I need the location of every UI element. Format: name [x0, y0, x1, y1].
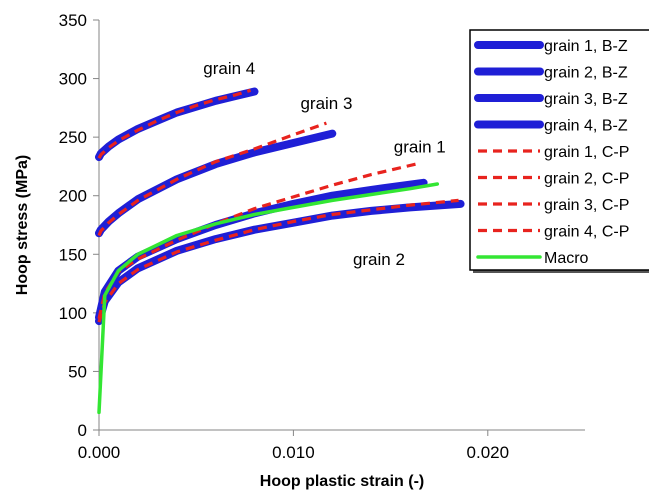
series-line-4 [95, 87, 259, 162]
annotation-label: grain 3 [300, 94, 352, 113]
legend-label: grain 4, B-Z [544, 118, 628, 135]
annotations: grain 4 grain 3 grain 1 grain 2 [203, 59, 445, 269]
legend-label: grain 3, B-Z [544, 91, 628, 108]
series-lines [95, 87, 465, 415]
x-tick-label: 0.010 [272, 443, 315, 462]
y-tick-label: 250 [59, 128, 87, 147]
legend-label: grain 3, C-P [544, 197, 629, 214]
x-tick-label: 0.000 [78, 443, 121, 462]
legend-label: grain 2, C-P [544, 171, 629, 188]
series-line-8 [97, 88, 252, 159]
axes: 0 50 100 150 200 250 300 350 0.000 0.010 0.020 [59, 11, 585, 462]
legend-label: grain 1, B-Z [544, 38, 628, 55]
y-tick-label: 150 [59, 245, 87, 264]
y-axis-title: Hoop stress (MPa) [14, 155, 31, 295]
series-line-9 [97, 182, 440, 415]
series-line-2 [95, 199, 465, 326]
legend-label: Macro [544, 250, 589, 267]
legend-label: grain 2, B-Z [544, 65, 628, 82]
series-line-6 [97, 198, 459, 323]
legend-label: grain 1, C-P [544, 144, 629, 161]
annotation-label: grain 4 [203, 59, 255, 78]
annotation-label: grain 2 [353, 250, 405, 269]
x-axis-title: Hoop plastic strain (-) [260, 473, 424, 490]
y-tick-label: 300 [59, 70, 87, 89]
y-tick-label: 0 [78, 421, 87, 440]
legend-label: grain 4, C-P [544, 224, 629, 241]
annotation-label: grain 1 [394, 137, 446, 156]
y-tick-label: 100 [59, 304, 87, 323]
y-tick-label: 200 [59, 187, 87, 206]
legend: grain 1, B-Z grain 2, B-Z grain 3, B-Z grai… [469, 29, 649, 273]
series-line-7 [97, 121, 327, 237]
y-tick-label: 50 [68, 362, 87, 381]
x-tick-label: 0.020 [467, 443, 510, 462]
y-tick-label: 350 [59, 11, 87, 30]
